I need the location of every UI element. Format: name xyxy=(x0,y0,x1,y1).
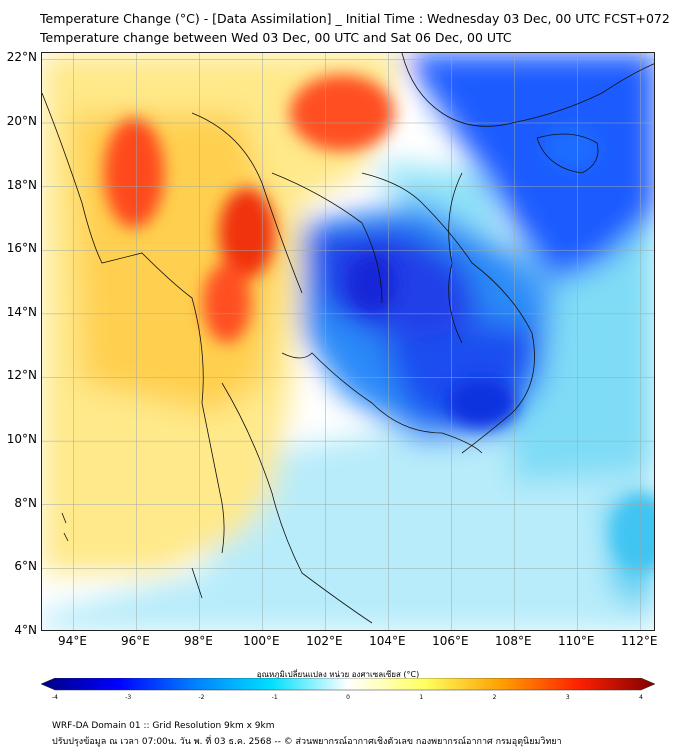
lat-label: 10°N xyxy=(6,432,37,447)
lat-label: 12°N xyxy=(6,368,37,383)
lon-label: 94°E xyxy=(58,634,87,648)
lon-label: 106°E xyxy=(432,634,469,648)
colorbar-tick-label: 0 xyxy=(346,694,350,701)
colorbar xyxy=(40,678,656,691)
lat-label: 6°N xyxy=(14,559,37,574)
footer-domain-info: WRF-DA Domain 01 :: Grid Resolution 9km … xyxy=(52,721,275,731)
lon-label: 112°E xyxy=(621,634,658,648)
chart-subtitle: Temperature change between Wed 03 Dec, 0… xyxy=(40,30,512,45)
lat-label: 8°N xyxy=(14,495,37,510)
colorbar-tick-label: -3 xyxy=(125,694,132,701)
colorbar-tick-label: -1 xyxy=(271,694,278,701)
lat-lon-grid xyxy=(42,53,654,630)
footer-update-info: ปรับปรุงข้อมูล ณ เวลา 07:00น. วัน พ. ที่… xyxy=(52,737,562,747)
temperature-change-map xyxy=(41,52,655,631)
lat-label: 20°N xyxy=(6,113,37,128)
colorbar-tick-label: 1 xyxy=(419,694,424,701)
lat-label: 4°N xyxy=(14,623,37,637)
map-canvas xyxy=(42,53,654,630)
coastlines-and-borders xyxy=(42,53,654,624)
colorbar-title: อุณหภูมิเปลี่ยนแปลง หน่วย องศาเซลเซียส (… xyxy=(256,670,420,679)
lon-label: 104°E xyxy=(369,634,406,648)
lon-label: 102°E xyxy=(306,634,343,648)
lon-label: 108°E xyxy=(495,634,532,648)
colorbar-tick-label: -4 xyxy=(52,694,58,701)
lon-label: 100°E xyxy=(243,634,280,648)
colorbar-tick-label: 2 xyxy=(492,694,497,701)
colorbar-tick-label: -2 xyxy=(198,694,205,701)
lat-label: 14°N xyxy=(6,304,37,319)
lat-label: 16°N xyxy=(6,241,37,256)
lon-label: 96°E xyxy=(121,634,150,648)
lon-label: 98°E xyxy=(183,634,213,648)
lon-label: 110°E xyxy=(558,634,595,648)
hotspots xyxy=(104,75,654,573)
lat-label: 18°N xyxy=(6,177,37,192)
chart-title: Temperature Change (°C) - [Data Assimila… xyxy=(40,11,670,26)
colorbar-tick-label: 4 xyxy=(639,694,643,701)
lat-label: 22°N xyxy=(6,50,37,65)
colorbar-tick-label: 3 xyxy=(565,694,570,701)
